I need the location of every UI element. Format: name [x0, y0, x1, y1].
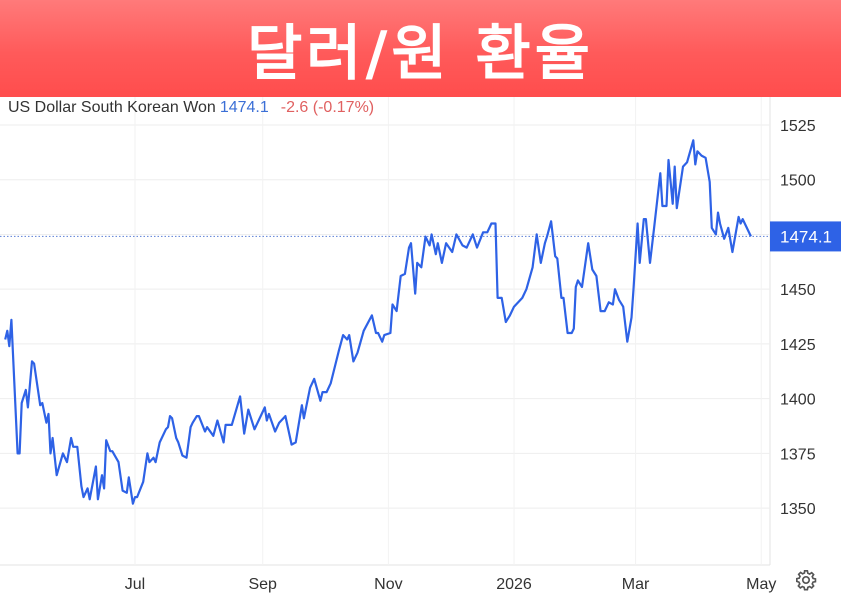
y-tick-label: 1500	[780, 173, 816, 190]
y-tick-label: 1400	[780, 392, 816, 409]
grid	[0, 97, 771, 566]
x-tick-label: May	[746, 576, 776, 593]
last-value-text: 1474.1	[780, 227, 832, 246]
y-tick-label: 1425	[780, 337, 816, 354]
legend: US Dollar South Korean Won 1474.1 -2.6 (-0…	[8, 99, 374, 117]
legend-change: -2.6 (-0.17%)	[280, 99, 375, 116]
instrument-name: US Dollar South Korean Won	[8, 99, 216, 116]
series-line	[4, 139, 752, 505]
y-tick-label: 1450	[780, 282, 816, 299]
banner-title: 달러/원 환율	[247, 19, 594, 89]
gear-icon[interactable]	[795, 569, 817, 591]
y-tick-label: 1350	[780, 501, 816, 518]
y-tick-label: 1525	[780, 118, 816, 135]
y-tick-label: 1375	[780, 446, 816, 463]
x-tick-label: 2026	[496, 576, 532, 593]
x-tick-label: Jul	[125, 576, 145, 593]
last-value-label: 1474.1	[770, 221, 841, 252]
legend-price: 1474.1	[219, 99, 269, 116]
x-tick-label: Sep	[248, 576, 277, 593]
title-banner: 달러/원 환율	[0, 0, 841, 97]
x-tick-label: Mar	[622, 576, 650, 593]
x-axis: Jul Sep Nov 2026 Mar May	[125, 576, 777, 593]
y-axis: 1525 1500 1450 1425 1400 1375 1350	[780, 118, 816, 518]
x-tick-label: Nov	[374, 576, 402, 593]
